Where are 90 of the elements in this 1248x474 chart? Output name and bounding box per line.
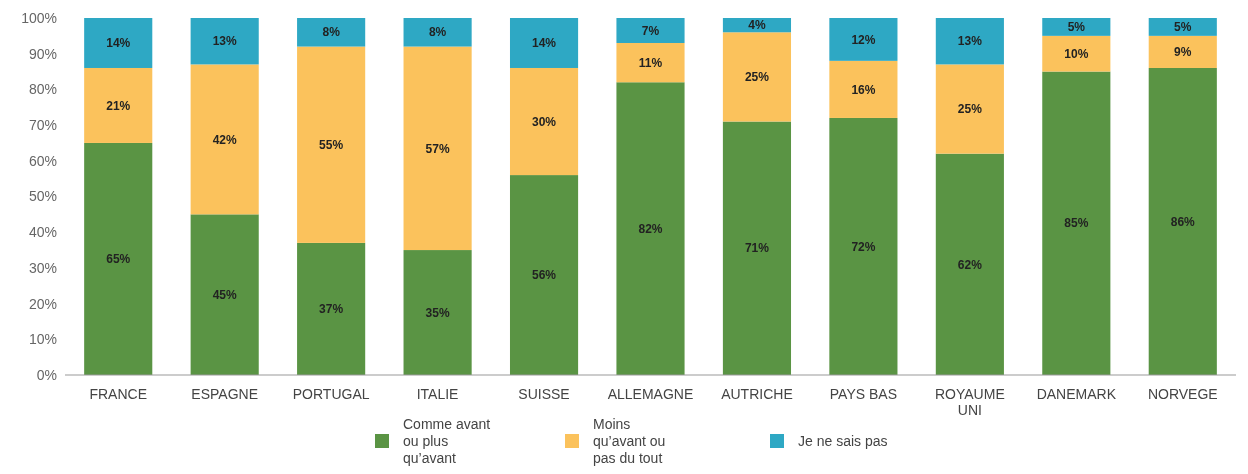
y-tick-label: 30%	[28, 259, 57, 276]
x-tick-label: ROYAUME UNI	[934, 386, 1005, 418]
data-label: 25%	[744, 70, 770, 85]
y-tick-label: 10%	[28, 331, 57, 348]
bar	[190, 18, 259, 65]
data-label: 8%	[428, 25, 447, 40]
bar	[84, 18, 153, 68]
x-tick-label: AUTRICHE	[721, 386, 793, 402]
bar	[84, 142, 153, 375]
bar	[297, 46, 366, 243]
legend-label: Je ne sais pas	[798, 432, 888, 449]
bar	[84, 67, 153, 143]
bar	[1042, 71, 1111, 375]
x-tick-label: ITALIE	[416, 386, 459, 402]
data-label: 71%	[744, 241, 770, 256]
data-label: 86%	[1170, 214, 1196, 229]
bar	[403, 18, 472, 47]
bar	[829, 18, 898, 61]
data-label: 56%	[532, 268, 557, 283]
bar	[829, 60, 898, 118]
x-tick-label: ESPAGNE	[191, 386, 259, 402]
x-tick-label: DANEMARK	[1036, 386, 1117, 402]
bar	[935, 64, 1004, 154]
bar	[722, 32, 792, 122]
bar	[935, 18, 1004, 65]
bar	[509, 67, 579, 176]
data-label: 82%	[638, 221, 663, 236]
data-label: 57%	[425, 141, 450, 156]
y-tick-label: 90%	[28, 45, 57, 62]
data-label: 30%	[532, 114, 557, 129]
data-label: 5%	[1067, 20, 1086, 35]
bar	[190, 64, 259, 215]
data-label: 11%	[638, 55, 663, 70]
data-label: 8%	[322, 25, 341, 40]
bar	[1148, 35, 1217, 68]
bar	[1042, 18, 1111, 36]
x-tick-label: PORTUGAL	[292, 386, 370, 402]
bar	[297, 242, 366, 375]
y-tick-label: 0%	[36, 366, 57, 383]
data-label: 62%	[957, 257, 983, 272]
data-label: 7%	[641, 23, 660, 38]
data-label: 16%	[851, 82, 876, 97]
y-tick-label: 40%	[28, 224, 57, 241]
x-tick-label: NORVEGE	[1147, 386, 1218, 402]
legend-label: Moins qu’avant ou pas du tout	[593, 415, 666, 466]
data-label: 21%	[106, 98, 131, 113]
bar	[403, 250, 472, 375]
bar	[297, 18, 366, 47]
y-tick-label: 100%	[21, 9, 57, 26]
y-tick-label: 70%	[28, 117, 57, 133]
data-label: 35%	[425, 305, 450, 320]
x-tick-label: FRANCE	[89, 386, 148, 402]
data-label: 13%	[957, 34, 983, 49]
x-tick-label: ALLEMAGNE	[607, 386, 694, 402]
data-label: 25%	[957, 102, 983, 117]
bar	[403, 46, 472, 251]
bar	[616, 82, 685, 375]
bar	[1148, 18, 1217, 36]
data-label: 5%	[1174, 20, 1192, 35]
data-label: 65%	[106, 252, 131, 267]
data-label: 9%	[1174, 45, 1192, 60]
data-label: 12%	[851, 32, 876, 47]
y-tick-label: 80%	[28, 81, 57, 98]
data-label: 13%	[212, 34, 238, 49]
bar	[722, 121, 792, 375]
x-tick-label: PAYS BAS	[829, 386, 897, 402]
bar	[935, 153, 1004, 375]
y-tick-label: 20%	[28, 295, 57, 312]
data-label: 4%	[748, 18, 766, 33]
bar	[190, 214, 259, 375]
bar	[1148, 67, 1217, 375]
y-tick-label: 60%	[28, 152, 57, 169]
data-label: 14%	[532, 36, 557, 51]
data-label: 10%	[1064, 46, 1089, 61]
x-tick-label: SUISSE	[518, 386, 570, 402]
bar	[616, 42, 685, 83]
y-tick-label: 50%	[28, 188, 57, 205]
data-label: 45%	[212, 287, 238, 302]
bar	[509, 18, 579, 68]
bar	[829, 117, 898, 375]
bar	[616, 18, 685, 43]
bar	[1042, 35, 1111, 72]
bar	[509, 175, 579, 375]
data-label: 72%	[851, 239, 876, 254]
data-label: 85%	[1064, 216, 1089, 231]
data-label: 55%	[319, 137, 344, 152]
data-label: 37%	[319, 302, 344, 317]
legend-label: Comme avant ou plus qu’avant	[403, 415, 491, 466]
data-label: 14%	[106, 36, 131, 51]
data-label: 42%	[212, 132, 238, 147]
